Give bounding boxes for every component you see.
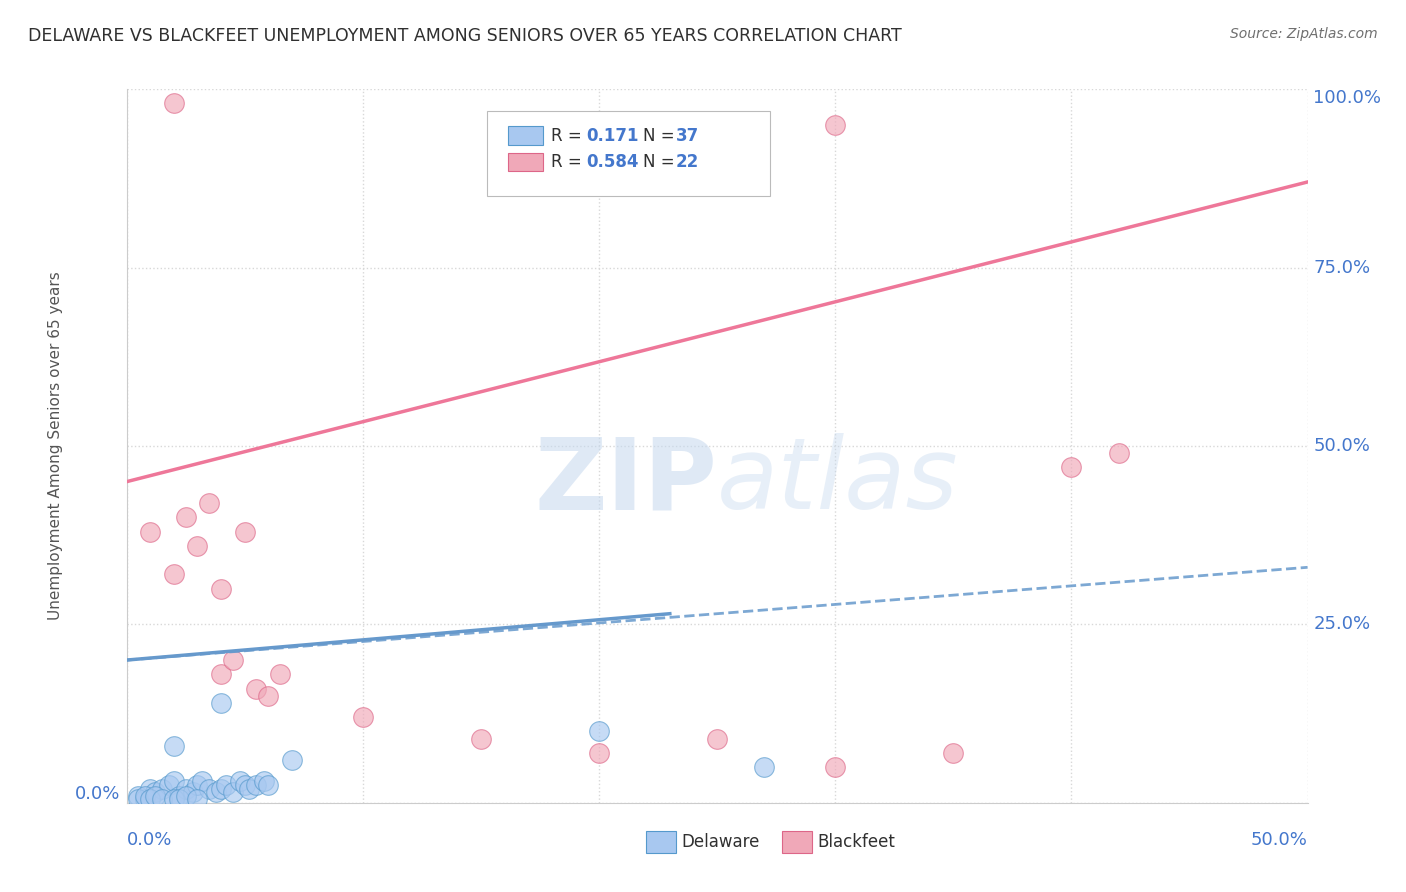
FancyBboxPatch shape — [647, 831, 676, 853]
Text: 0.0%: 0.0% — [76, 785, 121, 803]
Point — [150, 792, 173, 806]
Point — [163, 567, 186, 582]
Point — [942, 746, 965, 760]
Text: Unemployment Among Seniors over 65 years: Unemployment Among Seniors over 65 years — [48, 272, 63, 620]
Point — [167, 792, 190, 806]
Point — [143, 789, 166, 803]
Point — [245, 778, 267, 792]
Text: ZIP: ZIP — [534, 434, 717, 530]
Text: 25.0%: 25.0% — [1313, 615, 1371, 633]
Text: N =: N = — [643, 127, 679, 145]
Text: Source: ZipAtlas.com: Source: ZipAtlas.com — [1230, 27, 1378, 41]
Point — [163, 96, 186, 111]
Point — [127, 789, 149, 803]
Text: R =: R = — [551, 127, 586, 145]
Point — [352, 710, 374, 724]
Point — [186, 778, 208, 792]
Point — [229, 774, 252, 789]
Point — [257, 689, 280, 703]
FancyBboxPatch shape — [486, 111, 770, 196]
Point — [174, 789, 197, 803]
Point — [1108, 446, 1130, 460]
Point — [233, 778, 256, 792]
Point — [209, 781, 232, 796]
Point — [245, 681, 267, 696]
Point — [233, 524, 256, 539]
Point — [139, 781, 162, 796]
Point — [198, 496, 221, 510]
Point — [222, 653, 245, 667]
Text: DELAWARE VS BLACKFEET UNEMPLOYMENT AMONG SENIORS OVER 65 YEARS CORRELATION CHART: DELAWARE VS BLACKFEET UNEMPLOYMENT AMONG… — [28, 27, 901, 45]
Point — [186, 792, 208, 806]
Point — [281, 753, 304, 767]
Point — [269, 667, 291, 681]
Text: 0.0%: 0.0% — [127, 831, 172, 849]
Point — [186, 539, 208, 553]
Point — [157, 778, 180, 792]
Text: N =: N = — [643, 153, 679, 171]
Text: Delaware: Delaware — [682, 833, 761, 851]
Point — [163, 774, 186, 789]
Point — [205, 785, 228, 799]
Point — [588, 724, 610, 739]
Point — [143, 785, 166, 799]
FancyBboxPatch shape — [782, 831, 811, 853]
Text: R =: R = — [551, 153, 586, 171]
Point — [191, 774, 214, 789]
Point — [215, 778, 238, 792]
Text: 50.0%: 50.0% — [1313, 437, 1371, 455]
Point — [150, 781, 173, 796]
Text: 100.0%: 100.0% — [1313, 89, 1382, 107]
Point — [470, 731, 492, 746]
Point — [706, 731, 728, 746]
Point — [252, 774, 274, 789]
Point — [209, 696, 232, 710]
FancyBboxPatch shape — [508, 153, 544, 171]
Point — [174, 781, 197, 796]
Point — [824, 760, 846, 774]
Point — [209, 667, 232, 681]
Text: 0.584: 0.584 — [586, 153, 638, 171]
Point — [1060, 460, 1083, 475]
Point — [257, 778, 280, 792]
Point — [139, 792, 162, 806]
Point — [163, 792, 186, 806]
Point — [588, 746, 610, 760]
Point — [238, 781, 260, 796]
Text: Blackfeet: Blackfeet — [817, 833, 896, 851]
FancyBboxPatch shape — [508, 127, 544, 145]
Text: 22: 22 — [676, 153, 699, 171]
Text: 75.0%: 75.0% — [1313, 259, 1371, 277]
Point — [134, 792, 156, 806]
Point — [167, 789, 190, 803]
Point — [181, 785, 204, 799]
Point — [174, 510, 197, 524]
Point — [198, 781, 221, 796]
Point — [209, 582, 232, 596]
Point — [222, 785, 245, 799]
Point — [163, 739, 186, 753]
Text: atlas: atlas — [717, 434, 959, 530]
Text: 37: 37 — [676, 127, 699, 145]
Point — [139, 524, 162, 539]
Point — [824, 118, 846, 132]
Point — [127, 792, 149, 806]
Point — [134, 789, 156, 803]
Text: 0.171: 0.171 — [586, 127, 638, 145]
Point — [754, 760, 776, 774]
Text: 50.0%: 50.0% — [1251, 831, 1308, 849]
